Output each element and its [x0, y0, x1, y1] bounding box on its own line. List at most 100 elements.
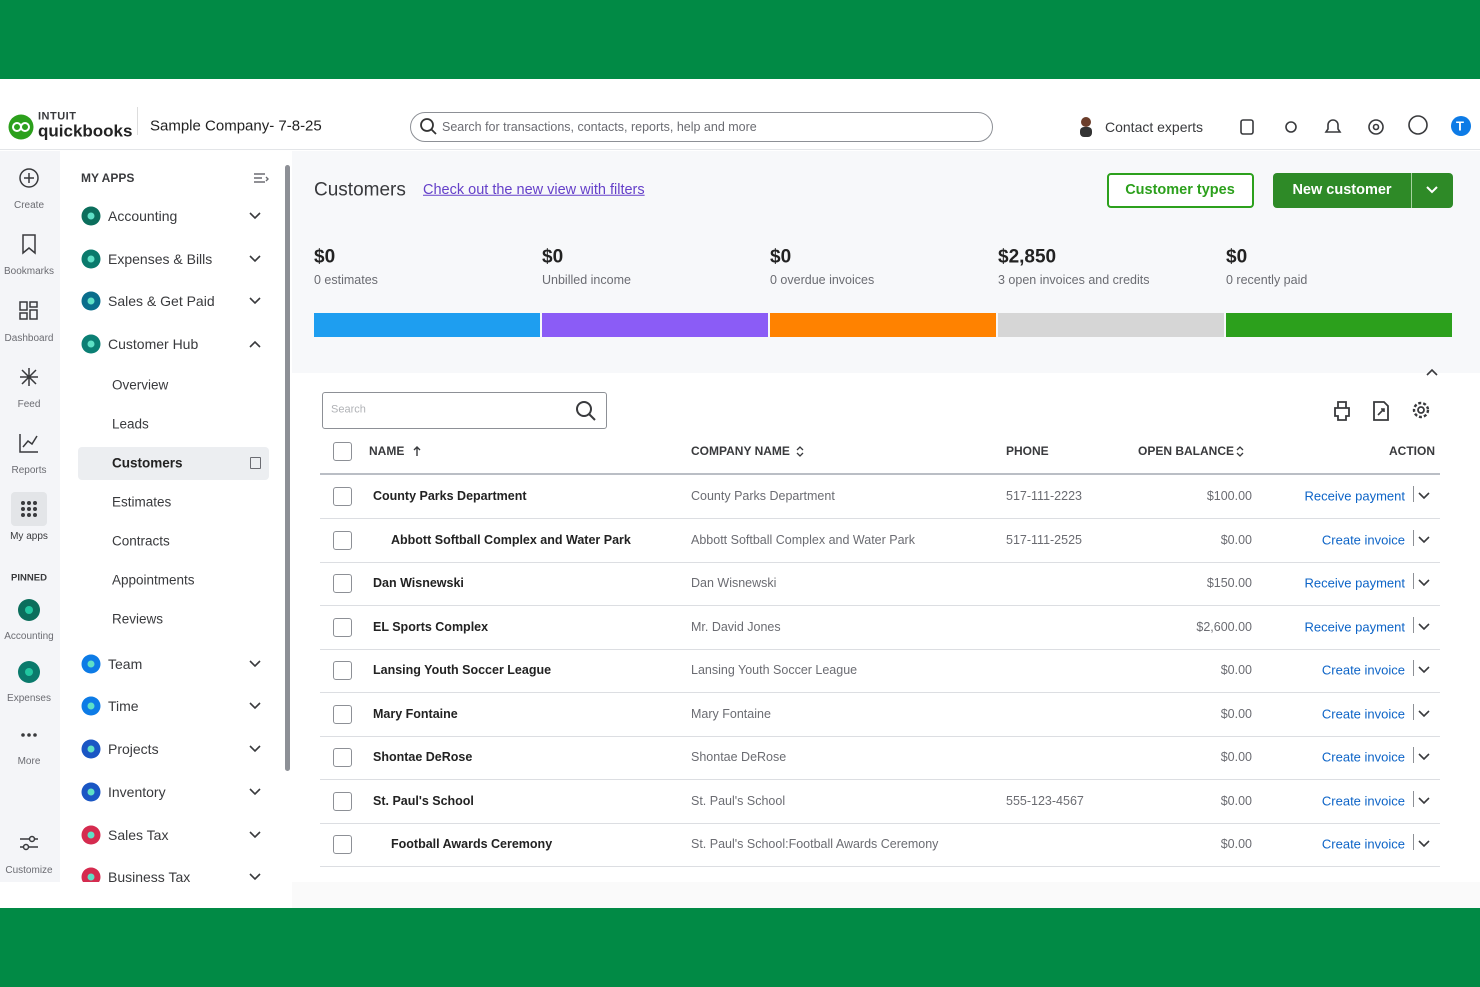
column-header[interactable]: OPEN BALANCE	[1138, 444, 1235, 458]
rail-icon	[22, 234, 36, 255]
sort-icon	[796, 446, 804, 457]
sub-item[interactable]: Reviews	[112, 611, 164, 627]
sub-item[interactable]: Leads	[112, 416, 149, 432]
app-item[interactable]: Time	[108, 698, 139, 714]
summary-bar[interactable]	[1226, 313, 1452, 337]
rail-label[interactable]: Feed	[17, 399, 41, 410]
phone: 517-111-2223	[1006, 488, 1082, 503]
pinned-icon	[18, 599, 40, 621]
summary-label: 0 recently paid	[1226, 272, 1308, 287]
avatar[interactable]	[1451, 116, 1471, 136]
row-checkbox[interactable]	[333, 487, 352, 506]
header-checkbox[interactable]	[333, 442, 352, 461]
company-name: Abbott Softball Complex and Water Park	[691, 532, 915, 547]
row-checkbox[interactable]	[333, 748, 352, 767]
sub-item[interactable]: Estimates	[112, 494, 172, 510]
row-action[interactable]: Create invoice	[1321, 706, 1405, 721]
row-action[interactable]: Receive payment	[1304, 575, 1405, 591]
row-action[interactable]: Create invoice	[1321, 532, 1405, 547]
customer-name[interactable]: Dan Wisnewski	[373, 575, 464, 590]
row-rule	[320, 518, 1440, 519]
column-header[interactable]: NAME	[369, 444, 405, 458]
global-search[interactable]	[410, 112, 993, 142]
app-item[interactable]: Team	[108, 656, 143, 672]
chevron	[249, 340, 261, 348]
rail-label[interactable]: Create	[13, 200, 45, 211]
summary-bar[interactable]	[314, 313, 540, 337]
rail-label[interactable]: Dashboard	[4, 333, 54, 344]
rail-label[interactable]: My apps	[10, 531, 48, 542]
row-action[interactable]: Receive payment	[1304, 488, 1405, 504]
row-action[interactable]: Create invoice	[1321, 793, 1405, 808]
row-action[interactable]: Create invoice	[1321, 662, 1405, 678]
summary-bar[interactable]	[542, 313, 768, 337]
row-checkbox[interactable]	[333, 530, 352, 550]
header-rule	[320, 473, 1440, 475]
row-action[interactable]: Create invoice	[1321, 749, 1405, 765]
summary-bar[interactable]	[770, 313, 996, 337]
customer-name[interactable]: Football Awards Ceremony	[391, 836, 553, 851]
row-checkbox[interactable]	[333, 791, 352, 811]
column-header[interactable]: COMPANY NAME	[691, 444, 790, 458]
row-checkbox[interactable]	[333, 835, 352, 854]
filters-link[interactable]: Check out the new view with filters	[423, 181, 645, 198]
company-name: Shontae DeRose	[691, 749, 787, 764]
app-icon	[81, 696, 101, 716]
bottom-fade	[292, 882, 1480, 908]
sub-item[interactable]: Overview	[112, 377, 169, 393]
customer-name[interactable]: St. Paul's School	[373, 793, 474, 808]
row-rule	[320, 822, 1440, 824]
customer-name[interactable]: Abbott Softball Complex and Water Park	[391, 532, 631, 547]
customer-types-button[interactable]	[1107, 173, 1254, 208]
row-action[interactable]: Create invoice	[1321, 836, 1405, 852]
customer-name[interactable]: EL Sports Complex	[373, 619, 489, 634]
app-item[interactable]: Sales Tax	[108, 827, 169, 843]
row-checkbox[interactable]	[333, 704, 352, 724]
row-rule	[320, 779, 1440, 780]
pinned-label[interactable]: Accounting	[4, 631, 54, 642]
row-action[interactable]: Receive payment	[1304, 619, 1405, 634]
contact-experts[interactable]: Contact experts	[1105, 119, 1204, 135]
action-divider	[1413, 529, 1414, 546]
action-divider	[1413, 703, 1414, 720]
app-item[interactable]: Expenses & Bills	[108, 251, 213, 267]
rail-label[interactable]: Reports	[11, 465, 47, 476]
scrollbar	[285, 165, 290, 771]
open-balance: $0.00	[1220, 793, 1252, 808]
pinned-label[interactable]: More	[17, 756, 41, 767]
company-name[interactable]: Sample Company- 7-8-25	[150, 117, 322, 135]
summary-bar[interactable]	[998, 313, 1224, 337]
app-item[interactable]: Accounting	[108, 208, 178, 224]
app-item[interactable]: Projects	[108, 741, 159, 757]
sub-item[interactable]: Appointments	[112, 572, 195, 588]
column-header[interactable]: PHONE	[1006, 444, 1049, 458]
sub-item[interactable]: Contracts	[112, 533, 170, 549]
open-balance: $0.00	[1220, 749, 1252, 764]
app-item[interactable]: Inventory	[108, 784, 166, 800]
chevron	[249, 255, 261, 263]
app-item[interactable]: Business Tax	[108, 869, 191, 885]
chevron	[249, 660, 261, 668]
open-balance: $0.00	[1220, 836, 1252, 851]
row-checkbox[interactable]	[333, 617, 352, 637]
column-header: ACTION	[1389, 444, 1435, 458]
app-icon	[81, 867, 101, 887]
left-rail	[0, 151, 60, 908]
new-customer-button[interactable]	[1273, 173, 1453, 208]
customer-name[interactable]: Shontae DeRose	[373, 749, 473, 764]
table-search[interactable]	[322, 392, 607, 429]
rail-label[interactable]: Bookmarks	[3, 266, 55, 277]
pinned-label[interactable]: Expenses	[7, 693, 51, 704]
rail-icon	[20, 368, 38, 386]
summary-label: 0 estimates	[314, 272, 378, 287]
sub-item[interactable]: Customers	[112, 455, 183, 471]
row-checkbox[interactable]	[333, 661, 352, 680]
row-checkbox[interactable]	[333, 574, 352, 593]
app-item[interactable]: Sales & Get Paid	[108, 293, 215, 309]
customer-name[interactable]: Mary Fontaine	[373, 706, 458, 721]
customer-name[interactable]: Lansing Youth Soccer League	[373, 662, 552, 677]
customize-label[interactable]: Customize	[5, 865, 53, 876]
app-item[interactable]: Customer Hub	[108, 336, 199, 352]
chevron	[1418, 622, 1430, 630]
customer-name[interactable]: County Parks Department	[373, 488, 527, 503]
